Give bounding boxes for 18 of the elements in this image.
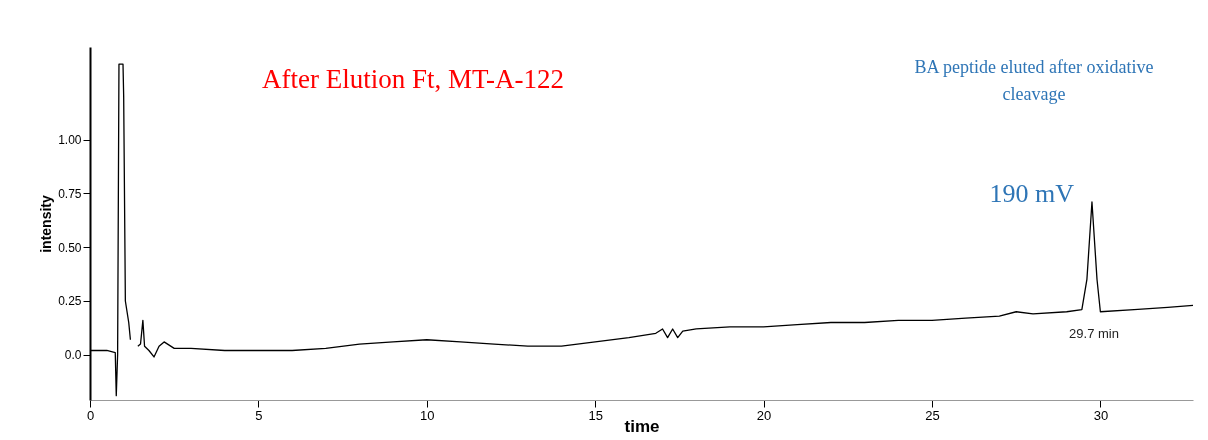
text: After Elution Ft, MT-A-122 (262, 64, 564, 94)
annotation: BA peptide eluted after oxidative cleavage (914, 57, 1154, 104)
x-tick-label: 15 (588, 407, 603, 423)
y-tick-label: 1.00 (58, 133, 82, 148)
x-tick-label: 5 (255, 407, 263, 423)
x-tick-label: 25 (925, 407, 940, 423)
x-tick-label: 0 (86, 407, 95, 423)
x-tick-label: 30 (1093, 407, 1109, 423)
y-axis-title: intensity (38, 195, 55, 253)
x-tick-label: 10 (420, 407, 435, 423)
x-tick-label: 20 (756, 407, 772, 423)
y-tick-label: 0.0 (64, 348, 82, 363)
x-axis-title: time (624, 416, 660, 436)
y-tick-label: 0.25 (58, 294, 82, 309)
y-tick-label: 0.75 (58, 186, 82, 201)
annotation: 190 mV (989, 178, 1075, 208)
annotation: 29.7 min (1069, 326, 1119, 341)
y-tick-label: 0.50 (58, 240, 82, 255)
